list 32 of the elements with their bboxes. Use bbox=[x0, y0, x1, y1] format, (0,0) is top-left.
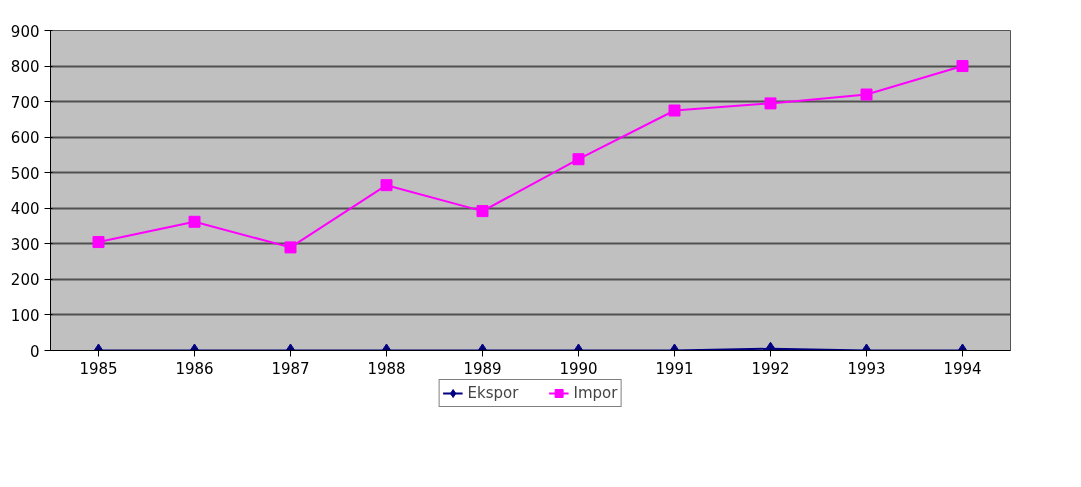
point bbox=[668, 104, 681, 117]
point bbox=[92, 236, 105, 249]
x-tick-label: 1989 bbox=[463, 359, 502, 378]
legend-label: Ekspor bbox=[467, 384, 519, 402]
x-tick-label: 1994 bbox=[943, 359, 982, 378]
y-tick-label: 0 bbox=[29, 342, 40, 361]
y-tick-label: 700 bbox=[10, 93, 40, 112]
point bbox=[188, 215, 201, 228]
point bbox=[572, 153, 585, 166]
x-tick-label: 1991 bbox=[655, 359, 694, 378]
x-tick-label: 1986 bbox=[175, 359, 214, 378]
point bbox=[284, 241, 297, 254]
legend-label: Impor bbox=[573, 384, 618, 402]
y-tick-label: 200 bbox=[10, 271, 40, 290]
x-tick-label: 1992 bbox=[751, 359, 790, 378]
y-tick-label: 500 bbox=[10, 164, 40, 183]
y-tick-label: 300 bbox=[10, 235, 40, 254]
x-tick-label: 1985 bbox=[79, 359, 118, 378]
x-tick-label: 1993 bbox=[847, 359, 886, 378]
point bbox=[956, 60, 969, 73]
point bbox=[380, 179, 393, 192]
y-tick-label: 600 bbox=[10, 129, 40, 148]
y-tick-label: 400 bbox=[10, 200, 40, 219]
point bbox=[764, 97, 777, 110]
x-tick-label: 1987 bbox=[271, 359, 310, 378]
y-tick-label: 800 bbox=[10, 58, 40, 77]
y-tick-label: 900 bbox=[10, 22, 40, 41]
point bbox=[860, 88, 873, 101]
point bbox=[476, 205, 489, 218]
x-tick-label: 1988 bbox=[367, 359, 406, 378]
y-tick-label: 100 bbox=[10, 306, 40, 325]
x-tick-label: 1990 bbox=[559, 359, 598, 378]
